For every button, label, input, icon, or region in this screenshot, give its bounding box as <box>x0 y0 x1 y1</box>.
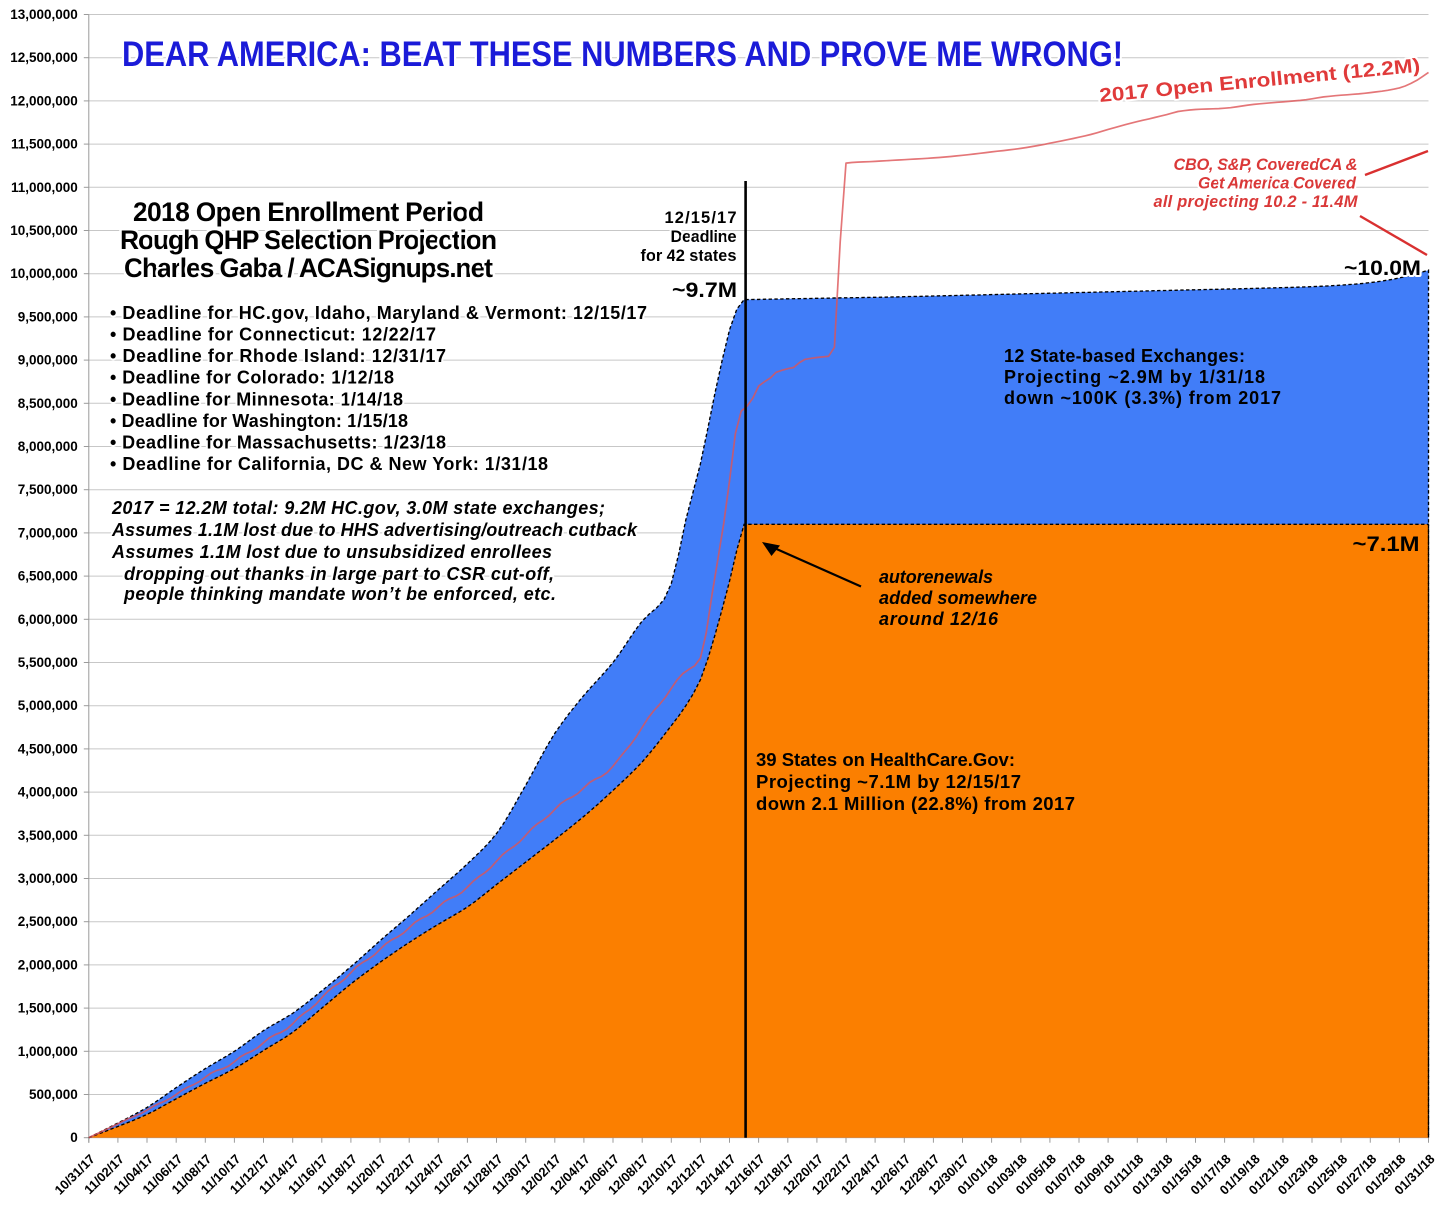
svg-text:5,500,000: 5,500,000 <box>18 655 78 670</box>
svg-text:9,500,000: 9,500,000 <box>18 309 78 324</box>
svg-text:Projecting ~2.9M by 1/31/18: Projecting ~2.9M by 1/31/18 <box>1004 367 1265 387</box>
svg-text:~7.1M: ~7.1M <box>1353 533 1420 556</box>
svg-text:7,000,000: 7,000,000 <box>18 525 78 540</box>
svg-text:dropping out thanks in large p: dropping out thanks in large part to CSR… <box>124 564 554 584</box>
svg-text:3,000,000: 3,000,000 <box>18 871 78 886</box>
svg-text:6,500,000: 6,500,000 <box>18 569 78 584</box>
svg-text:Projecting ~7.1M by 12/15/17: Projecting ~7.1M by 12/15/17 <box>756 771 1021 792</box>
svg-text:all projecting 10.2 - 11.4M: all projecting 10.2 - 11.4M <box>1154 193 1359 211</box>
svg-text:Assumes 1.1M lost due to HHS a: Assumes 1.1M lost due to HHS advertising… <box>111 520 638 540</box>
svg-text:down 2.1 Million (22.8%) from: down 2.1 Million (22.8%) from 2017 <box>756 793 1075 814</box>
svg-text:1,000,000: 1,000,000 <box>18 1044 78 1059</box>
svg-text:Rough QHP Selection Projection: Rough QHP Selection Projection <box>120 225 497 255</box>
svg-text:DEAR AMERICA: BEAT THESE NUMBE: DEAR AMERICA: BEAT THESE NUMBERS AND PRO… <box>122 35 1123 74</box>
svg-text:10,500,000: 10,500,000 <box>10 223 78 238</box>
svg-text:12/15/17: 12/15/17 <box>665 209 737 227</box>
svg-text:around 12/16: around 12/16 <box>879 609 999 629</box>
svg-text:Assumes 1.1M lost due to unsub: Assumes 1.1M lost due to unsubsidized en… <box>111 542 552 562</box>
svg-text:autorenewals: autorenewals <box>879 567 993 587</box>
svg-text:2,000,000: 2,000,000 <box>18 957 78 972</box>
svg-text:6,000,000: 6,000,000 <box>18 612 78 627</box>
svg-text:people thinking mandate won’t: people thinking mandate won’t be enforce… <box>123 584 556 604</box>
svg-text:4,500,000: 4,500,000 <box>18 741 78 756</box>
svg-text:2017 = 12.2M total: 9.2M HC.go: 2017 = 12.2M total: 9.2M HC.gov, 3.0M st… <box>111 498 605 518</box>
svg-text:7,500,000: 7,500,000 <box>18 482 78 497</box>
svg-text:• Deadline for Colorado: 1/12/: • Deadline for Colorado: 1/12/18 <box>110 368 394 388</box>
svg-text:2,500,000: 2,500,000 <box>18 914 78 929</box>
svg-text:3,500,000: 3,500,000 <box>18 828 78 843</box>
svg-text:1,500,000: 1,500,000 <box>18 1001 78 1016</box>
svg-text:0: 0 <box>70 1130 78 1145</box>
svg-text:• Deadline for Washington: 1/1: • Deadline for Washington: 1/15/18 <box>110 411 408 431</box>
svg-text:• Deadline for Massachusetts:: • Deadline for Massachusetts: 1/23/18 <box>110 433 446 453</box>
svg-text:Deadline: Deadline <box>671 228 737 246</box>
svg-text:8,500,000: 8,500,000 <box>18 396 78 411</box>
svg-text:• Deadline for California, DC: • Deadline for California, DC & New York… <box>110 454 548 474</box>
svg-text:Get America Covered: Get America Covered <box>1198 175 1357 193</box>
svg-text:~9.7M: ~9.7M <box>672 279 737 302</box>
svg-text:10,000,000: 10,000,000 <box>10 266 78 281</box>
svg-text:Charles Gaba / ACASignups.net: Charles Gaba / ACASignups.net <box>124 253 493 283</box>
svg-text:4,000,000: 4,000,000 <box>18 785 78 800</box>
svg-text:down ~100K (3.3%) from 2017: down ~100K (3.3%) from 2017 <box>1004 388 1281 408</box>
svg-text:11,000,000: 11,000,000 <box>11 180 78 195</box>
svg-text:500,000: 500,000 <box>29 1087 78 1102</box>
svg-text:13,000,000: 13,000,000 <box>10 7 78 22</box>
svg-text:8,000,000: 8,000,000 <box>18 439 78 454</box>
svg-text:• Deadline for HC.gov, Idaho,: • Deadline for HC.gov, Idaho, Maryland &… <box>110 303 647 323</box>
svg-text:2018 Open Enrollment Period: 2018 Open Enrollment Period <box>133 197 484 227</box>
svg-text:11,500,000: 11,500,000 <box>11 137 78 152</box>
svg-text:9,000,000: 9,000,000 <box>18 353 78 368</box>
svg-text:• Deadline for Connecticut: 12: • Deadline for Connecticut: 12/22/17 <box>110 325 436 345</box>
svg-text:• Deadline for Rhode Island: 1: • Deadline for Rhode Island: 12/31/17 <box>110 346 446 366</box>
svg-text:for 42 states: for 42 states <box>641 247 737 265</box>
svg-text:39 States on HealthCare.Gov:: 39 States on HealthCare.Gov: <box>756 749 1015 770</box>
svg-text:CBO, S&P, CoveredCA &: CBO, S&P, CoveredCA & <box>1174 156 1358 174</box>
svg-text:5,000,000: 5,000,000 <box>18 698 78 713</box>
svg-text:12 State-based Exchanges:: 12 State-based Exchanges: <box>1004 346 1245 366</box>
svg-text:12,500,000: 12,500,000 <box>10 50 78 65</box>
svg-text:• Deadline for Minnesota: 1/14: • Deadline for Minnesota: 1/14/18 <box>110 389 403 409</box>
svg-text:added somewhere: added somewhere <box>879 588 1037 608</box>
svg-text:12,000,000: 12,000,000 <box>10 93 78 108</box>
svg-text:~10.0M: ~10.0M <box>1344 257 1421 280</box>
